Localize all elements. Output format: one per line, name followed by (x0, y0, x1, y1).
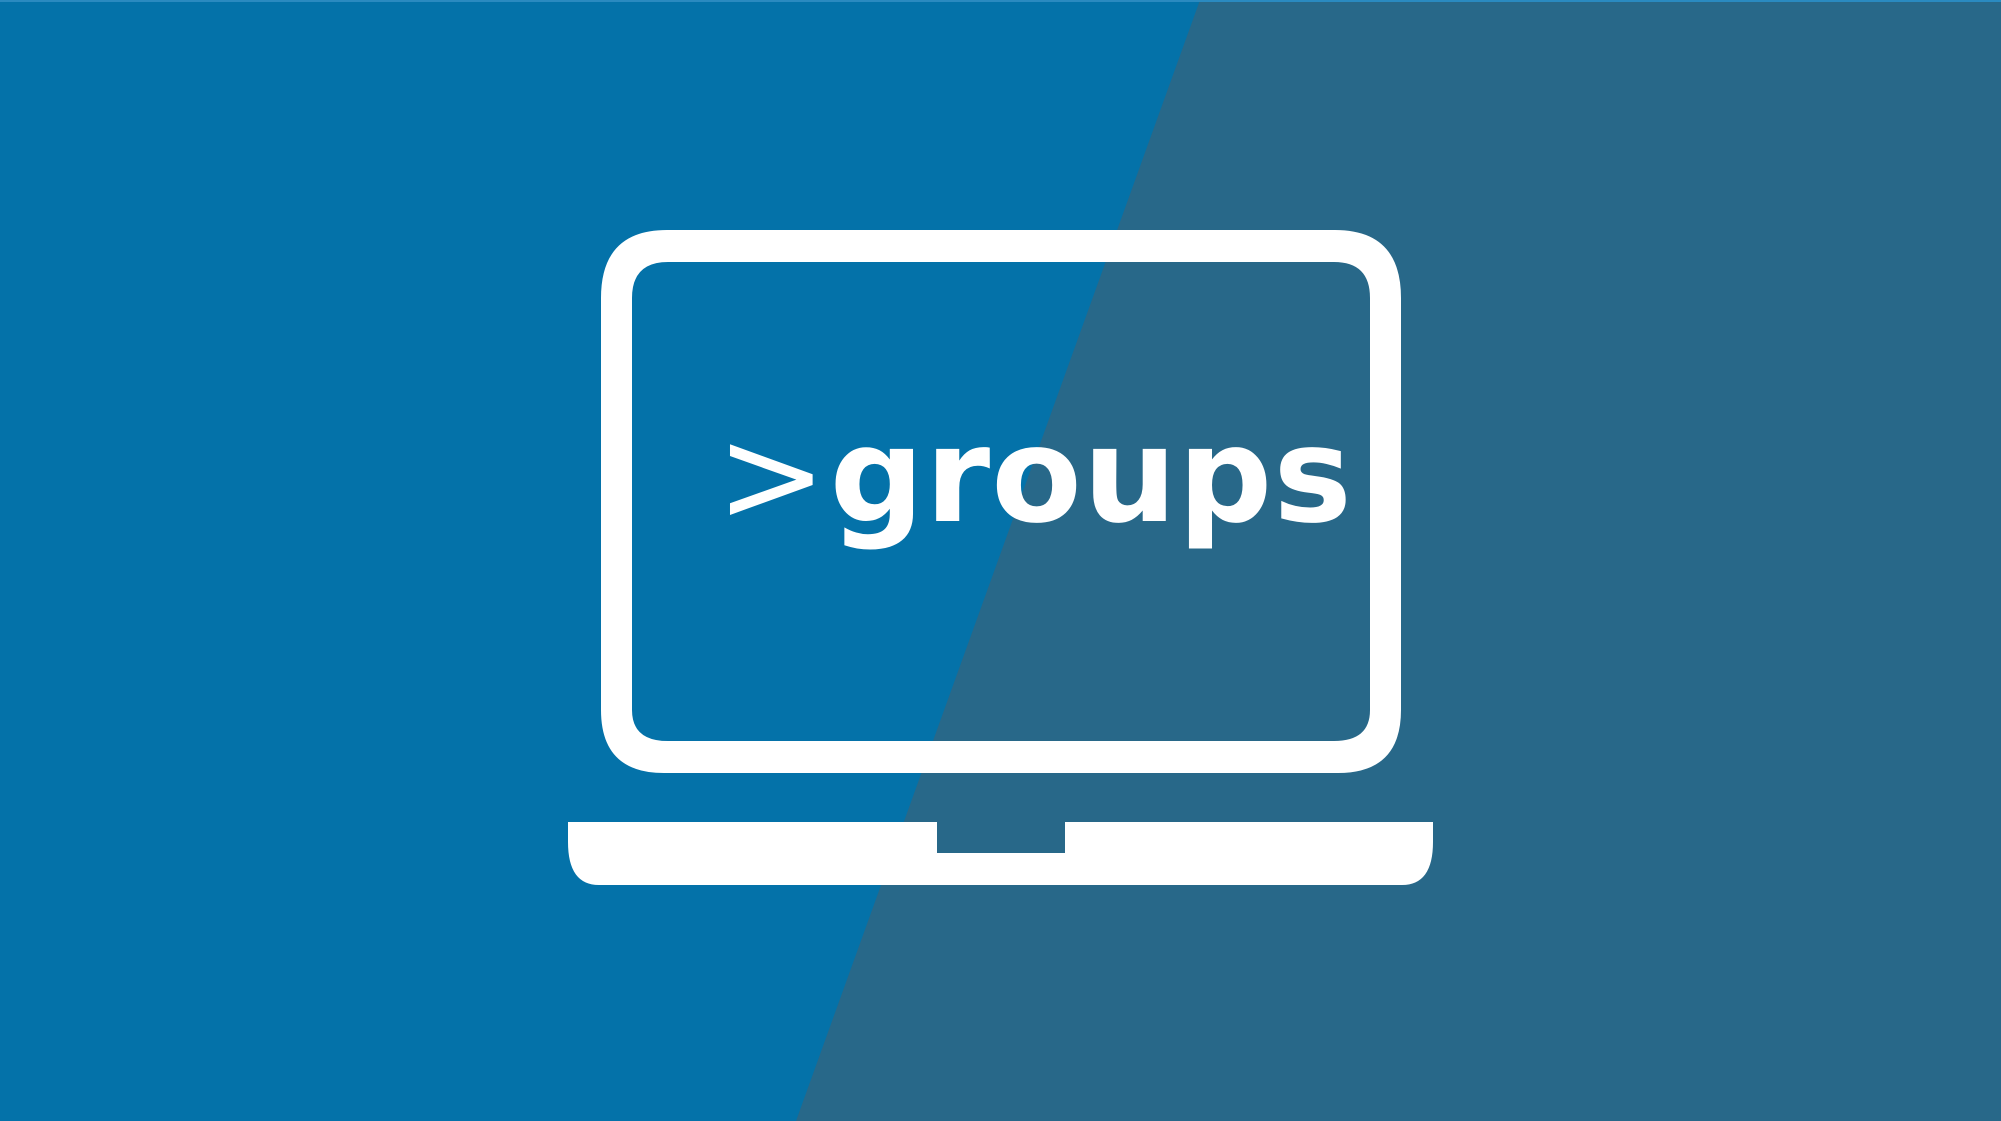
top-border (0, 0, 2001, 2)
laptop-base (568, 822, 1433, 885)
prompt-caret: > (716, 399, 828, 553)
command-prompt: >groups (716, 410, 1353, 542)
laptop-icon (568, 230, 1433, 885)
command-text: groups (829, 399, 1353, 553)
